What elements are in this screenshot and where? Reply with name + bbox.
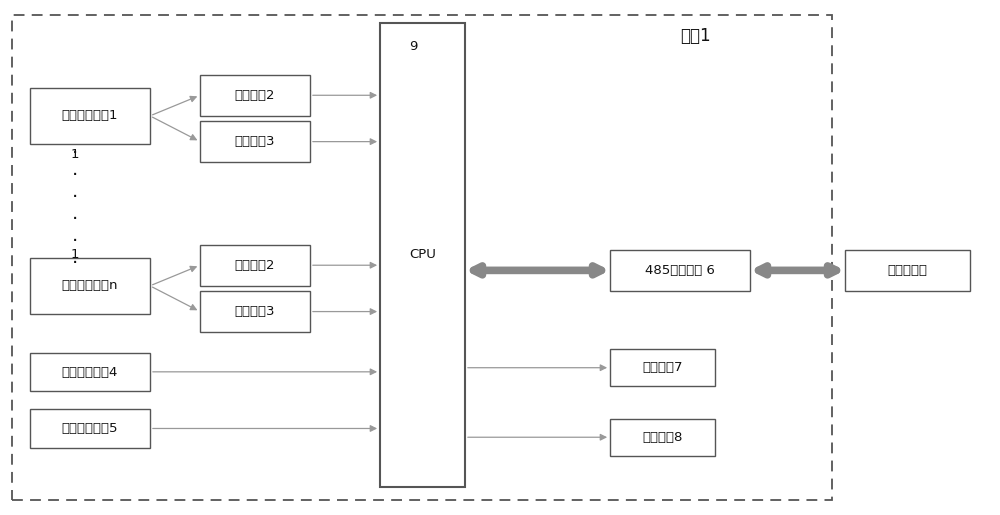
Text: 9: 9 [409,40,417,53]
Text: 485通讯模块 6: 485通讯模块 6 [645,264,715,277]
Text: 投切控制7: 投切控制7 [642,361,683,374]
Text: 电压采样2: 电压采样2 [235,259,275,272]
Text: CPU: CPU [409,248,436,262]
Text: 设备1: 设备1 [680,27,711,45]
FancyBboxPatch shape [200,121,310,162]
FancyBboxPatch shape [610,349,715,386]
FancyBboxPatch shape [845,250,970,291]
Text: 1: 1 [71,248,79,262]
FancyBboxPatch shape [30,258,150,314]
FancyBboxPatch shape [30,353,150,391]
Text: 超级电容模组n: 超级电容模组n [62,279,118,293]
FancyBboxPatch shape [200,245,310,286]
Text: 故障指示8: 故障指示8 [642,431,683,444]
Text: ·
·
·
·
·
·: · · · · · · [72,144,78,273]
FancyBboxPatch shape [200,75,310,116]
FancyBboxPatch shape [30,88,150,144]
Text: 1: 1 [71,148,79,161]
Text: 电压采样2: 电压采样2 [235,89,275,102]
FancyBboxPatch shape [610,250,750,291]
Text: 充电开关状态4: 充电开关状态4 [62,366,118,379]
FancyBboxPatch shape [380,23,465,487]
FancyBboxPatch shape [200,291,310,332]
FancyBboxPatch shape [30,409,150,448]
Text: 温度采样3: 温度采样3 [235,135,275,148]
Text: 温度采样3: 温度采样3 [235,305,275,318]
Text: 上级控制器: 上级控制器 [888,264,928,277]
Text: 超级电容模组1: 超级电容模组1 [62,109,118,123]
FancyBboxPatch shape [610,419,715,456]
Text: 放电开关状态5: 放电开关状态5 [62,422,118,435]
